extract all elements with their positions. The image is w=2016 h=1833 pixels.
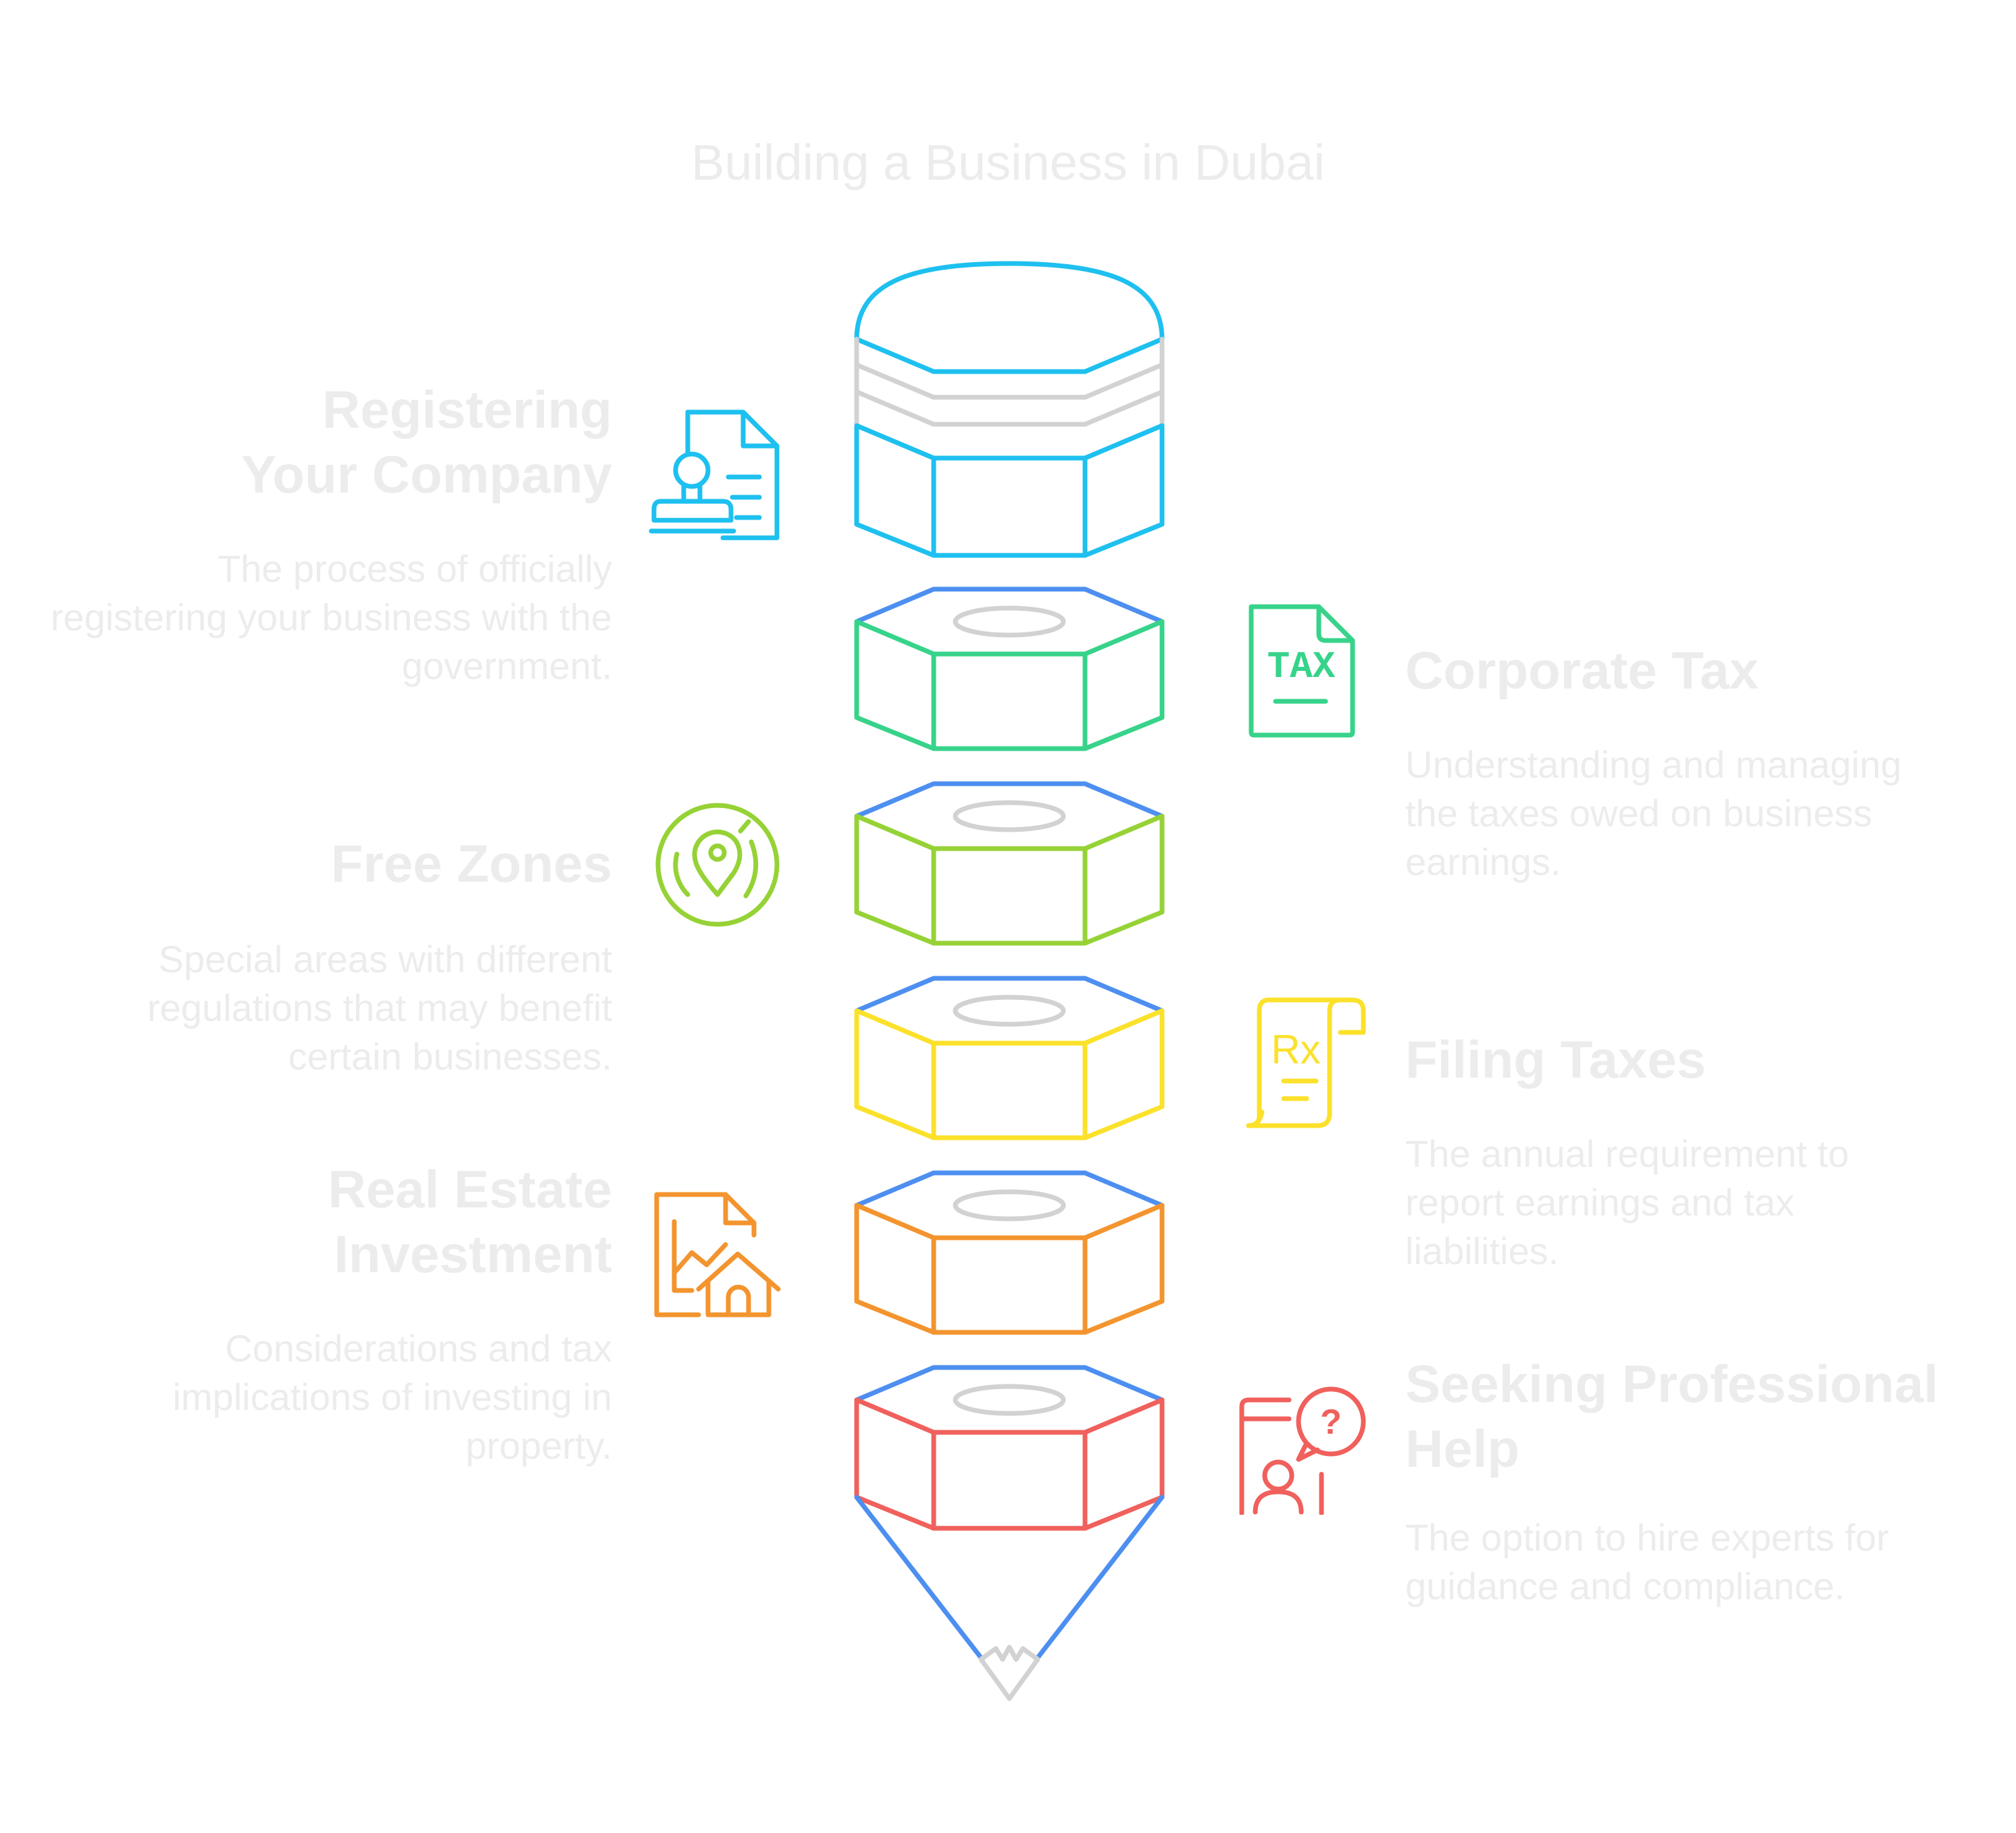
layer-lime xyxy=(854,781,1165,946)
desc-professional-help: The option to hire experts for guidance … xyxy=(1405,1516,1889,1607)
company-registration-icon xyxy=(649,409,780,541)
layer-pencil-tip xyxy=(854,1495,1165,1701)
desc-filing-taxes: The annual requirement to report earning… xyxy=(1405,1132,1849,1272)
desc-real-estate: Considerations and tax implications of i… xyxy=(172,1327,612,1467)
receipt-scroll-icon: Rx xyxy=(1246,997,1366,1128)
page-title: Building a Business in Dubai xyxy=(691,134,1325,191)
heading-registering: Registering Your Company xyxy=(241,380,612,504)
desc-free-zones: Special areas with different regulations… xyxy=(147,938,612,1078)
heading-corporate-tax: Corporate Tax xyxy=(1405,641,1759,700)
layer-yellow xyxy=(854,976,1165,1140)
map-pin-icon xyxy=(655,803,780,927)
heading-free-zones: Free Zones xyxy=(330,834,612,893)
property-investment-icon xyxy=(654,1192,781,1317)
expert-help-icon: ? xyxy=(1239,1386,1366,1515)
rx-icon-text: Rx xyxy=(1271,1027,1320,1072)
desc-registering: The process of officially registering yo… xyxy=(50,547,612,687)
question-icon-text: ? xyxy=(1320,1403,1342,1442)
layer-red xyxy=(854,1365,1165,1531)
layer-eraser-cap xyxy=(854,261,1165,558)
heading-real-estate: Real Estate Investment xyxy=(328,1159,612,1284)
layer-orange xyxy=(854,1170,1165,1335)
tax-document-icon: TAX xyxy=(1249,604,1355,738)
tax-icon-text: TAX xyxy=(1267,645,1336,688)
layer-green xyxy=(854,586,1165,751)
heading-professional-help: Seeking Professional Help xyxy=(1405,1354,1938,1478)
desc-corporate-tax: Understanding and managing the taxes owe… xyxy=(1405,743,1902,883)
heading-filing-taxes: Filing Taxes xyxy=(1405,1030,1706,1089)
